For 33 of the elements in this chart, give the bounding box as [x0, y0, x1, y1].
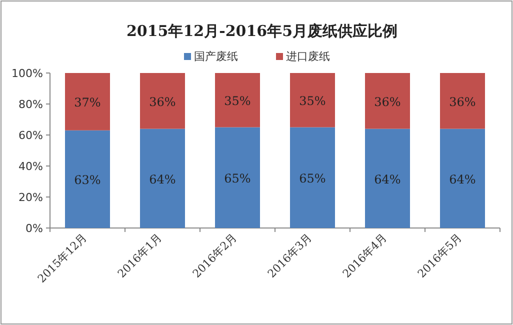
data-label: 37% [74, 96, 101, 110]
bar [290, 73, 335, 128]
bar [215, 127, 260, 228]
y-tick-label: 40% [18, 160, 43, 173]
bar [440, 128, 485, 228]
bar [215, 73, 260, 128]
y-tick-label: 0% [26, 222, 43, 235]
data-label: 36% [149, 94, 176, 109]
bar [365, 128, 410, 228]
data-label: 36% [449, 94, 476, 109]
bar [440, 73, 485, 129]
y-tick-label: 20% [18, 191, 43, 204]
bar [365, 73, 410, 129]
data-label: 35% [299, 94, 326, 108]
bar [65, 73, 110, 130]
data-label: 65% [299, 172, 326, 186]
bar [290, 127, 335, 228]
data-label: 65% [224, 172, 251, 186]
bar [65, 130, 110, 228]
data-label: 64% [449, 172, 476, 186]
bar [140, 128, 185, 228]
data-label: 64% [374, 172, 401, 186]
data-label: 63% [74, 173, 101, 188]
data-label: 36% [374, 94, 401, 109]
bar [140, 73, 185, 129]
chart-title: 2015年12月-2016年5月废纸供应比例 [126, 22, 398, 40]
data-label: 35% [224, 94, 251, 108]
legend-label: 进口废纸 [286, 50, 330, 63]
y-tick-label: 80% [18, 98, 43, 111]
legend-label: 国产废纸 [194, 50, 238, 63]
y-tick-label: 60% [18, 129, 43, 142]
y-tick-label: 100% [12, 67, 43, 80]
data-label: 64% [149, 172, 176, 186]
